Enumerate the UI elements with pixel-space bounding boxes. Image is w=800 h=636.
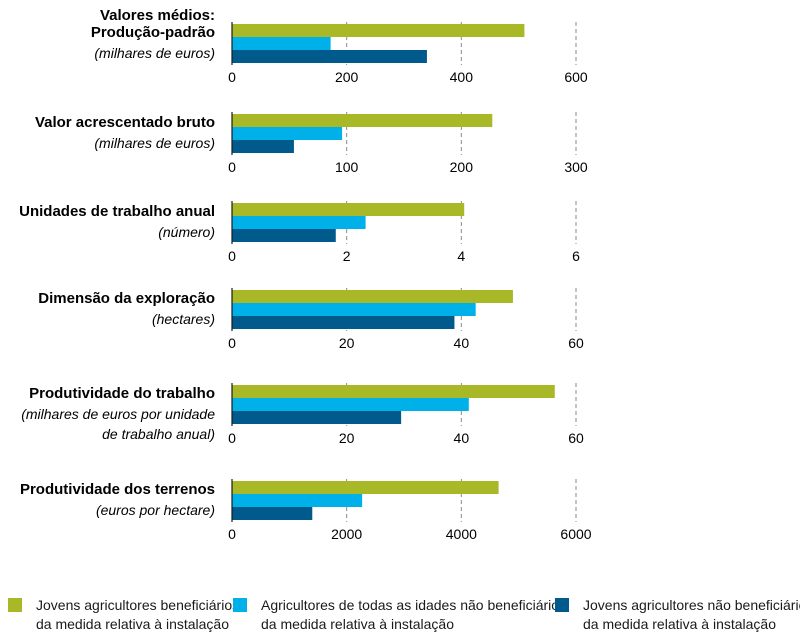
tick-label: 0	[228, 69, 236, 85]
panel-unit: (milhares de euros)	[94, 135, 215, 151]
legend-text-1: Agricultores de todas as idades não bene…	[261, 596, 566, 634]
legend-line: Agricultores de todas as idades não bene…	[261, 597, 567, 613]
bar-series-2	[232, 411, 402, 424]
tick-label: 20	[339, 430, 355, 446]
legend-text-2: Jovens agricultores não beneficiários da…	[583, 596, 800, 634]
bar-series-0	[232, 290, 513, 303]
tick-label: 60	[568, 430, 584, 446]
chart: Valores médios: 0 200 400 600Produção-padrã…	[19, 7, 592, 542]
panel-5: 0 2000 4000 6000 Produtividade dos terrenos (…	[20, 479, 592, 542]
tick-label: 400	[450, 69, 474, 85]
tick-label: 6000	[560, 526, 591, 542]
tick-label: 0	[228, 526, 236, 542]
tick-label: 60	[568, 335, 584, 351]
panel-0: 0 200 400 600 Produção-padrão (milhares de eu…	[91, 22, 588, 85]
legend-swatch-2	[555, 598, 569, 612]
tick-label: 200	[335, 69, 359, 85]
panel-unit: de trabalho anual)	[102, 426, 215, 442]
tick-label: 4	[457, 248, 465, 264]
tick-label: 100	[335, 159, 359, 175]
legend-line: Jovens agricultores não beneficiários	[583, 597, 800, 613]
panel-label: Produção-padrão	[91, 24, 215, 41]
tick-label: 300	[564, 159, 588, 175]
tick-label: 0	[228, 335, 236, 351]
legend-line: da medida relativa à instalação	[36, 616, 230, 632]
bar-series-1	[232, 127, 343, 140]
legend-swatch-0	[8, 598, 22, 612]
legend-swatch-1	[233, 598, 247, 612]
bar-series-1	[232, 37, 331, 50]
bar-series-1	[232, 216, 366, 229]
panel-label: Produtividade dos terrenos	[20, 481, 215, 498]
panel-unit: (número)	[158, 224, 215, 240]
panel-unit: (milhares de euros)	[94, 45, 215, 61]
bar-series-2	[232, 229, 336, 242]
bar-series-2	[232, 50, 427, 63]
tick-label: 600	[564, 69, 588, 85]
tick-label: 4000	[446, 526, 477, 542]
legend: Jovens agricultores beneficiários da med…	[0, 596, 800, 636]
bar-series-1	[232, 494, 363, 507]
legend-line: Jovens agricultores beneficiários	[36, 597, 240, 613]
panel-label: Dimensão da exploração	[38, 290, 215, 307]
panel-3: 0 20 40 60 Dimensão da exploração (hectares)	[38, 288, 584, 351]
tick-label: 2	[343, 248, 351, 264]
tick-label: 200	[450, 159, 474, 175]
tick-label: 0	[228, 430, 236, 446]
panel-4: 0 20 40 60 Produtividade do trabalho (milhare…	[21, 383, 584, 446]
bar-series-0	[232, 24, 525, 37]
legend-item-0: Jovens agricultores beneficiários da med…	[8, 596, 239, 634]
legend-item-2: Jovens agricultores não beneficiários da…	[555, 596, 800, 634]
panel-2: 0 2 4 6 Unidades de trabalho anual (número)	[19, 201, 580, 264]
panel-unit: (euros por hectare)	[96, 502, 215, 518]
panel-label: Produtividade do trabalho	[29, 385, 215, 402]
bar-series-1	[232, 303, 476, 316]
legend-line: da medida relativa à instalação	[261, 616, 455, 632]
bar-series-2	[232, 507, 313, 520]
bar-series-0	[232, 385, 555, 398]
bar-series-0	[232, 203, 465, 216]
tick-label: 0	[228, 248, 236, 264]
panel-label: Unidades de trabalho anual	[19, 203, 215, 220]
bar-series-0	[232, 481, 499, 494]
panel-1: 0 100 200 300 Valor acrescentado bruto (milha…	[35, 112, 588, 175]
panel-label: Valor acrescentado bruto	[35, 114, 215, 131]
panel-unit: (hectares)	[152, 311, 215, 327]
bar-series-0	[232, 114, 493, 127]
bar-series-2	[232, 316, 455, 329]
chart-header: Valores médios:	[100, 7, 215, 24]
bar-series-1	[232, 398, 469, 411]
tick-label: 6	[572, 248, 580, 264]
bar-series-2	[232, 140, 294, 153]
legend-item-1: Agricultores de todas as idades não bene…	[233, 596, 566, 634]
panel-unit: (milhares de euros por unidade	[21, 406, 215, 422]
tick-label: 40	[454, 430, 470, 446]
legend-text-0: Jovens agricultores beneficiários da med…	[36, 596, 239, 634]
tick-label: 2000	[331, 526, 362, 542]
tick-label: 40	[454, 335, 470, 351]
tick-label: 20	[339, 335, 355, 351]
tick-label: 0	[228, 159, 236, 175]
legend-line: da medida relativa à instalação	[583, 616, 777, 632]
